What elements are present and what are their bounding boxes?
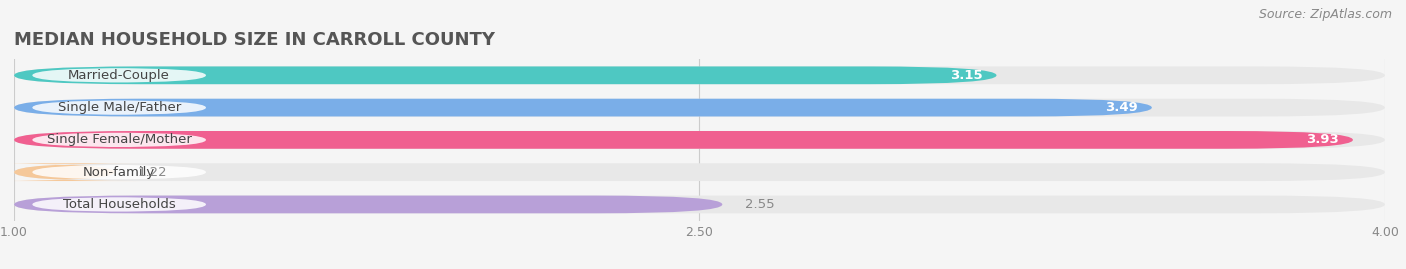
Text: Total Households: Total Households bbox=[63, 198, 176, 211]
FancyBboxPatch shape bbox=[14, 66, 997, 84]
FancyBboxPatch shape bbox=[14, 99, 1152, 116]
Text: 3.93: 3.93 bbox=[1306, 133, 1340, 146]
FancyBboxPatch shape bbox=[14, 66, 1385, 84]
FancyBboxPatch shape bbox=[14, 196, 1385, 213]
Text: Source: ZipAtlas.com: Source: ZipAtlas.com bbox=[1258, 8, 1392, 21]
FancyBboxPatch shape bbox=[32, 133, 205, 147]
FancyBboxPatch shape bbox=[0, 163, 139, 181]
FancyBboxPatch shape bbox=[14, 196, 723, 213]
Text: Single Female/Mother: Single Female/Mother bbox=[46, 133, 191, 146]
FancyBboxPatch shape bbox=[32, 165, 205, 179]
Text: MEDIAN HOUSEHOLD SIZE IN CARROLL COUNTY: MEDIAN HOUSEHOLD SIZE IN CARROLL COUNTY bbox=[14, 31, 495, 49]
Text: Non-family: Non-family bbox=[83, 166, 155, 179]
FancyBboxPatch shape bbox=[14, 131, 1353, 149]
Text: Married-Couple: Married-Couple bbox=[69, 69, 170, 82]
FancyBboxPatch shape bbox=[32, 68, 205, 83]
Text: Single Male/Father: Single Male/Father bbox=[58, 101, 181, 114]
FancyBboxPatch shape bbox=[32, 197, 205, 212]
Text: 3.15: 3.15 bbox=[950, 69, 983, 82]
FancyBboxPatch shape bbox=[14, 131, 1385, 149]
Text: 2.55: 2.55 bbox=[745, 198, 775, 211]
FancyBboxPatch shape bbox=[32, 100, 205, 115]
FancyBboxPatch shape bbox=[14, 99, 1385, 116]
Text: 3.49: 3.49 bbox=[1105, 101, 1139, 114]
Text: 1.22: 1.22 bbox=[138, 166, 167, 179]
FancyBboxPatch shape bbox=[14, 163, 1385, 181]
